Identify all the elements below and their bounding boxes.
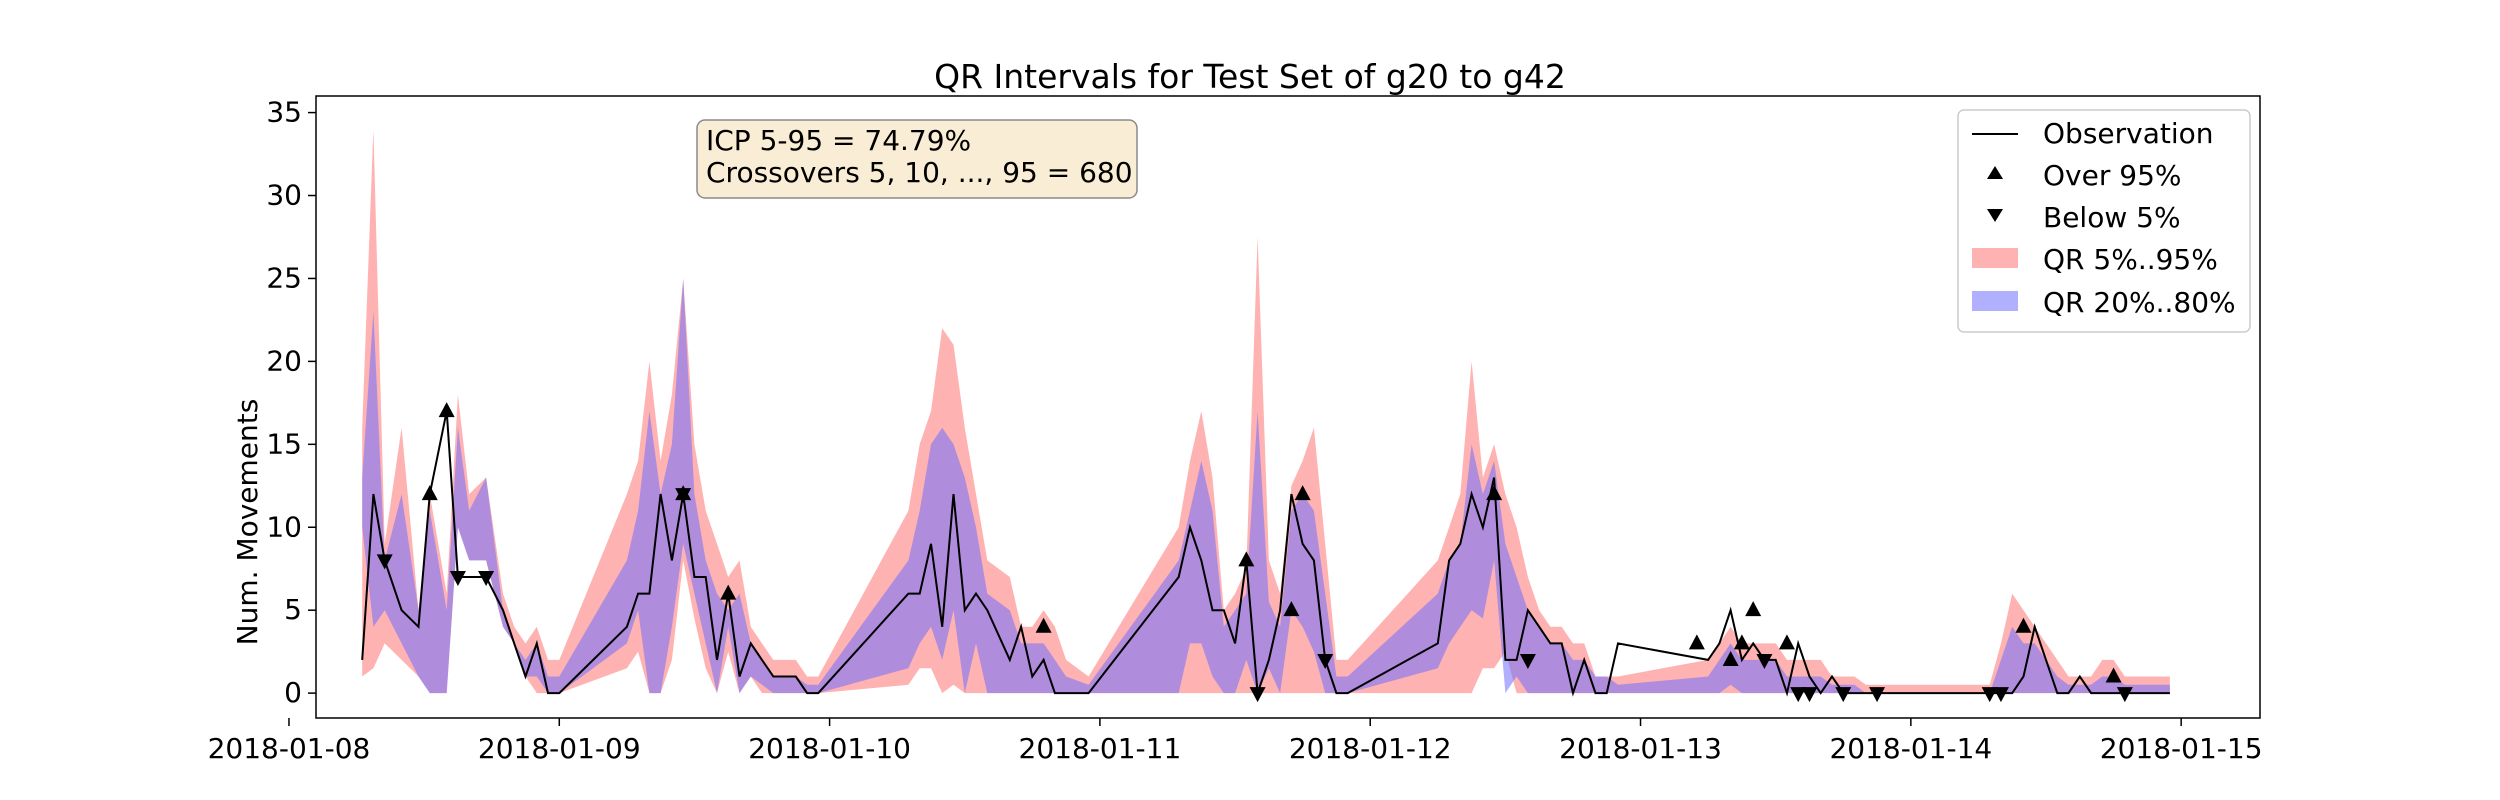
y-tick-label: 25 xyxy=(266,261,302,294)
over-95-marker xyxy=(421,485,438,501)
legend-below-marker xyxy=(1987,209,2003,222)
over-95-marker xyxy=(1486,485,1503,501)
annotation-background xyxy=(696,119,1138,199)
y-tick-label: 15 xyxy=(266,427,302,460)
y-tick-label: 35 xyxy=(266,96,302,129)
over-95-marker xyxy=(2015,617,2032,633)
below-5-marker xyxy=(1519,653,1536,669)
over-95-marker xyxy=(1778,634,1795,650)
below-5-marker xyxy=(478,571,495,587)
y-tick-label: 0 xyxy=(284,676,302,709)
x-tick-label: 2018-01-11 xyxy=(1019,732,1182,765)
over-95-marker xyxy=(1722,650,1739,666)
over-95-marker xyxy=(1733,634,1750,650)
x-tick-label: 2018-01-14 xyxy=(1829,732,1992,765)
x-tick-label: 2018-01-13 xyxy=(1559,732,1722,765)
legend: Observation Over 95% Below 5% QR 5%..95%… xyxy=(1957,109,2251,333)
x-tick-label: 2018-01-08 xyxy=(208,732,371,765)
annotation-line-2: Crossovers 5, 10, ..., 95 = 680 xyxy=(706,156,1133,189)
x-tick-label: 2018-01-15 xyxy=(2100,732,2263,765)
below-5-marker xyxy=(1317,653,1334,669)
legend-qr-outer-swatch xyxy=(1972,248,2018,268)
below-5-marker xyxy=(1756,653,1773,669)
annotation-box: ICP 5-95 = 74.79% Crossovers 5, 10, ...,… xyxy=(696,119,1138,199)
legend-over-label: Over 95% xyxy=(2043,159,2181,192)
y-tick-label: 30 xyxy=(266,179,302,212)
axes: 0 5 10 15 20 25 30 35 2018-01-08 2018-01-09 2018-0… xyxy=(208,95,2263,765)
legend-qr-inner-swatch xyxy=(1972,291,2018,311)
annotation-line-1: ICP 5-95 = 74.79% xyxy=(706,124,971,157)
below-5-marker xyxy=(2116,687,2133,703)
over-95-marker xyxy=(1294,485,1311,501)
over-95-marker xyxy=(1745,601,1762,617)
below-5-marker xyxy=(1249,687,1266,703)
over-95-marker xyxy=(1688,634,1705,650)
x-tick-label: 2018-01-12 xyxy=(1289,732,1452,765)
legend-observation-label: Observation xyxy=(2043,117,2214,150)
over-95-marker xyxy=(438,402,455,418)
legend-over-marker xyxy=(1987,166,2003,179)
legend-frame xyxy=(1957,109,2251,333)
below-5-marker xyxy=(1790,687,1807,703)
over-95-marker xyxy=(1035,617,1052,633)
below-5-marker xyxy=(675,488,692,504)
over-95-marker xyxy=(2105,667,2122,683)
below-5-marker xyxy=(376,554,393,570)
x-tick-label: 2018-01-09 xyxy=(478,732,641,765)
x-tick-label: 2018-01-10 xyxy=(748,732,911,765)
plot-area xyxy=(361,129,2170,703)
over-95-marker xyxy=(1283,601,1300,617)
plot-frame xyxy=(315,95,2261,719)
below-5-marker xyxy=(1835,687,1852,703)
legend-qr-inner-label: QR 20%..80% xyxy=(2043,286,2236,319)
y-tick-label: 20 xyxy=(266,344,302,377)
below-5-marker xyxy=(449,571,466,587)
below-5-marker xyxy=(1869,687,1886,703)
legend-qr-outer-label: QR 5%..95% xyxy=(2043,243,2218,276)
below-5-marker xyxy=(1992,687,2009,703)
below-5-marker xyxy=(1801,687,1818,703)
y-axis-label: Num. Movements xyxy=(231,399,264,646)
over-95-marker xyxy=(1238,551,1255,567)
below-5-marker xyxy=(1981,687,1998,703)
y-tick-label: 10 xyxy=(266,510,302,543)
y-tick-label: 5 xyxy=(284,593,302,626)
qr-20-80-band xyxy=(362,278,2170,694)
legend-below-label: Below 5% xyxy=(2043,201,2181,234)
over-95-marker xyxy=(720,584,737,600)
chart-title: QR Intervals for Test Set of g20 to g42 xyxy=(934,57,1566,96)
